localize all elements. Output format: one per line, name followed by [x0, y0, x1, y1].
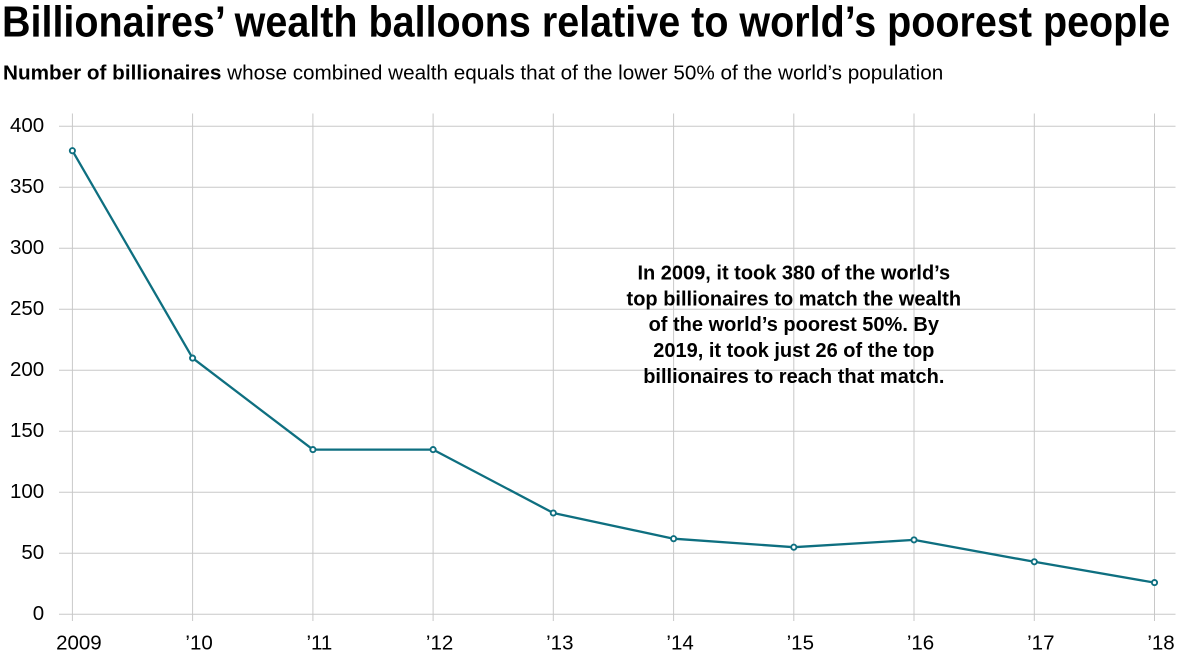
svg-text:’11: ’11 — [306, 632, 332, 655]
svg-text:150: 150 — [10, 419, 44, 442]
svg-text:’17: ’17 — [1027, 632, 1054, 655]
svg-text:350: 350 — [10, 175, 44, 198]
svg-text:’18: ’18 — [1147, 632, 1174, 655]
svg-text:top billionaires to match the: top billionaires to match the wealth — [627, 289, 961, 311]
svg-text:Number of billionaires whose c: Number of billionaires whose combined we… — [3, 62, 943, 85]
svg-text:0: 0 — [33, 602, 44, 625]
svg-text:billionaires to reach that mat: billionaires to reach that match. — [643, 366, 944, 388]
svg-text:In 2009, it took 380 of the wo: In 2009, it took 380 of the world’s — [637, 263, 950, 285]
svg-text:2009: 2009 — [56, 632, 102, 655]
svg-text:Billionaires’ wealth balloons: Billionaires’ wealth balloons relative t… — [2, 0, 1170, 46]
svg-text:250: 250 — [10, 297, 44, 320]
svg-text:100: 100 — [10, 480, 44, 503]
svg-text:50: 50 — [21, 541, 44, 564]
svg-text:400: 400 — [10, 114, 44, 137]
svg-text:300: 300 — [10, 236, 44, 259]
svg-text:200: 200 — [10, 358, 44, 381]
svg-text:’15: ’15 — [787, 632, 814, 655]
svg-text:of the world’s poorest 50%. By: of the world’s poorest 50%. By — [649, 314, 940, 336]
svg-text:2019, it took just 26 of the t: 2019, it took just 26 of the top — [653, 340, 934, 362]
svg-text:’16: ’16 — [907, 632, 934, 655]
svg-text:’14: ’14 — [666, 632, 693, 655]
svg-text:’10: ’10 — [185, 632, 212, 655]
svg-text:’12: ’12 — [426, 632, 453, 655]
svg-text:’13: ’13 — [546, 632, 573, 655]
